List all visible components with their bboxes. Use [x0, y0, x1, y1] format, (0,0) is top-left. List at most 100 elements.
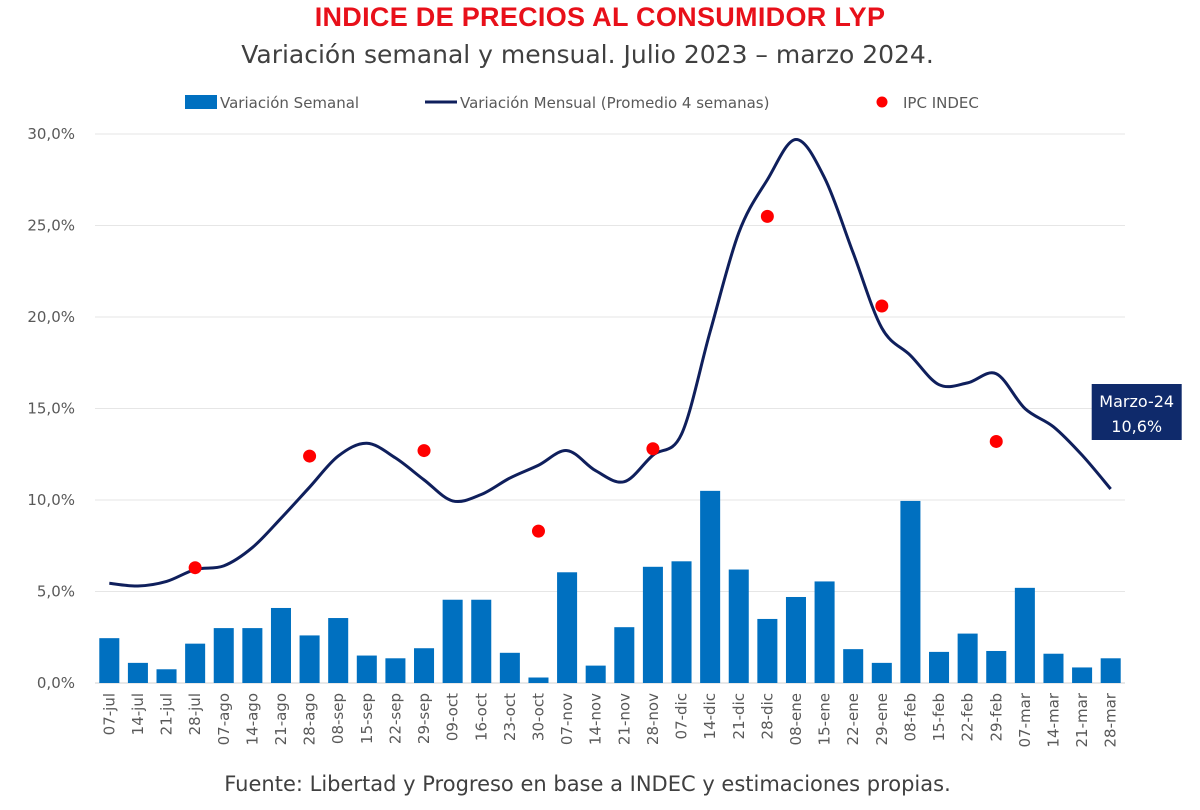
x-tick-label: 21-dic — [730, 693, 748, 739]
x-tick-label: 28-ago — [301, 693, 319, 745]
x-tick-label: 15-feb — [930, 693, 948, 742]
bar — [299, 635, 320, 683]
bar — [728, 569, 749, 683]
legend-label: IPC INDEC — [903, 94, 979, 112]
x-tick-label: 28-jul — [186, 693, 204, 735]
x-tick-label: 15-ene — [816, 693, 834, 745]
y-tick-label: 20,0% — [27, 308, 75, 326]
y-tick-label: 10,0% — [27, 491, 75, 509]
y-tick-label: 25,0% — [27, 217, 75, 235]
ipc-point — [875, 299, 889, 313]
x-tick-label: 29-feb — [987, 693, 1005, 742]
bar — [929, 651, 950, 683]
bar — [356, 655, 377, 683]
bar — [127, 662, 148, 683]
y-tick-label: 5,0% — [37, 583, 75, 601]
x-tick-label: 07-dic — [673, 693, 691, 739]
bar — [270, 607, 291, 683]
x-tick-label: 07-jul — [100, 693, 118, 735]
legend-label: Variación Semanal — [220, 94, 359, 112]
x-tick-label: 21-mar — [1073, 692, 1091, 747]
annotation-value: 10,6% — [1111, 417, 1162, 436]
bar — [671, 561, 692, 683]
bar — [785, 596, 806, 683]
chart-title: INDICE DE PRECIOS AL CONSUMIDOR LYP — [314, 2, 886, 32]
x-tick-label: 14-jul — [129, 693, 147, 735]
bar — [471, 599, 492, 683]
bar — [442, 599, 463, 683]
line-series — [109, 137, 1112, 588]
y-tick-label: 0,0% — [37, 674, 75, 692]
bar — [814, 581, 835, 683]
ipc-point — [646, 442, 660, 456]
bar — [642, 566, 663, 683]
bar — [414, 648, 435, 683]
x-tick-label: 14-dic — [701, 693, 719, 739]
x-tick-label: 09-oct — [444, 693, 462, 741]
bar — [528, 677, 549, 683]
bar — [1072, 667, 1093, 683]
x-tick-label: 15-sep — [358, 693, 376, 744]
x-tick-label: 07-mar — [1016, 692, 1034, 747]
x-tick-label: 08-feb — [901, 693, 919, 742]
x-tick-label: 28-nov — [644, 693, 662, 745]
x-tick-label: 08-ene — [787, 693, 805, 745]
x-tick-label: 29-sep — [415, 693, 433, 744]
bar — [614, 627, 635, 683]
x-tick-label: 21-ago — [272, 693, 290, 745]
x-tick-label: 22-ene — [844, 693, 862, 745]
ipc-point — [760, 209, 774, 223]
bar — [757, 618, 778, 683]
y-tick-label: 15,0% — [27, 400, 75, 418]
x-tick-label: 22-sep — [386, 693, 404, 744]
x-tick-label: 22-feb — [959, 693, 977, 742]
chart-source: Fuente: Libertad y Progreso en base a IN… — [224, 772, 951, 796]
x-tick-label: 16-oct — [472, 693, 490, 741]
bar — [213, 628, 234, 683]
x-tick-label: 07-nov — [558, 693, 576, 745]
x-tick-label: 14-nov — [587, 693, 605, 745]
x-tick-label: 07-ago — [215, 693, 233, 745]
x-tick-label: 08-sep — [329, 693, 347, 744]
legend-point-swatch — [876, 96, 888, 108]
bar — [156, 669, 177, 683]
x-tick-label: 14-ago — [243, 693, 261, 745]
bar — [185, 643, 206, 683]
bar — [1043, 653, 1064, 683]
y-tick-label: 30,0% — [27, 125, 75, 143]
x-tick-label: 23-oct — [501, 693, 519, 741]
x-tick-label: 21-nov — [615, 693, 633, 745]
bar — [700, 490, 721, 683]
bar — [1014, 587, 1035, 683]
bar — [585, 665, 606, 683]
ipc-point — [417, 444, 431, 458]
bar — [1100, 658, 1121, 683]
x-tick-label: 14-mar — [1044, 692, 1062, 747]
ipc-point — [303, 449, 317, 463]
ipc-point — [188, 561, 202, 575]
legend-bar-swatch — [185, 95, 217, 109]
annotation-box — [1091, 384, 1182, 440]
x-tick-label: 21-jul — [158, 693, 176, 735]
x-tick-label: 30-oct — [529, 693, 547, 741]
ipc-point — [989, 434, 1003, 448]
x-tick-label: 28-mar — [1102, 692, 1120, 747]
bar — [242, 628, 263, 683]
ipc-point — [531, 524, 545, 538]
annotation-label: Marzo-24 — [1099, 392, 1174, 411]
bar — [900, 500, 921, 683]
x-tick-label: 28-dic — [758, 693, 776, 739]
bar — [385, 658, 406, 683]
bar — [843, 649, 864, 683]
legend-label: Variación Mensual (Promedio 4 semanas) — [460, 94, 769, 112]
bar — [957, 633, 978, 683]
bar — [499, 652, 520, 683]
bar — [328, 618, 349, 683]
bar — [557, 572, 578, 683]
x-tick-label: 29-ene — [873, 693, 891, 745]
bar — [986, 650, 1007, 683]
chart-subtitle: Variación semanal y mensual. Julio 2023 … — [241, 40, 934, 69]
bar — [871, 662, 892, 683]
bar — [99, 638, 120, 683]
